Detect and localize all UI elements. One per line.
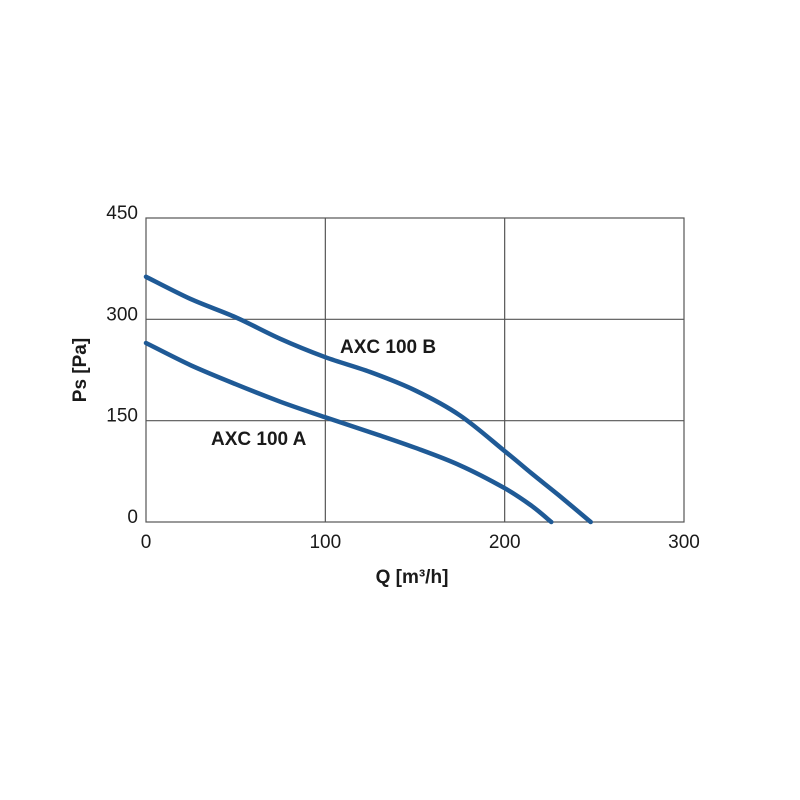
x-tick-label: 100 (309, 532, 341, 553)
x-tick-label: 300 (668, 532, 700, 553)
plot-frame (145, 217, 685, 523)
y-tick-label: 0 (127, 507, 138, 528)
y-axis-title: Ps [Pa] (70, 338, 91, 402)
x-tick-label: 0 (141, 532, 152, 553)
series-line-axc-100-a (143, 340, 554, 525)
series-line-axc-100-b (143, 274, 593, 525)
series-label-axc-100-b: AXC 100 B (340, 337, 436, 358)
x-tick-label: 200 (489, 532, 521, 553)
x-tick-labels: 0 100 200 300 (141, 532, 700, 553)
x-axis-title: Q [m³/h] (376, 567, 449, 588)
grid (146, 218, 684, 522)
y-tick-label: 450 (106, 203, 138, 224)
series-label-axc-100-a: AXC 100 A (211, 429, 307, 450)
y-tick-label: 300 (106, 304, 138, 325)
y-tick-label: 150 (106, 406, 138, 427)
y-tick-labels: 0 150 300 450 (106, 203, 138, 528)
series-lines (143, 274, 593, 525)
